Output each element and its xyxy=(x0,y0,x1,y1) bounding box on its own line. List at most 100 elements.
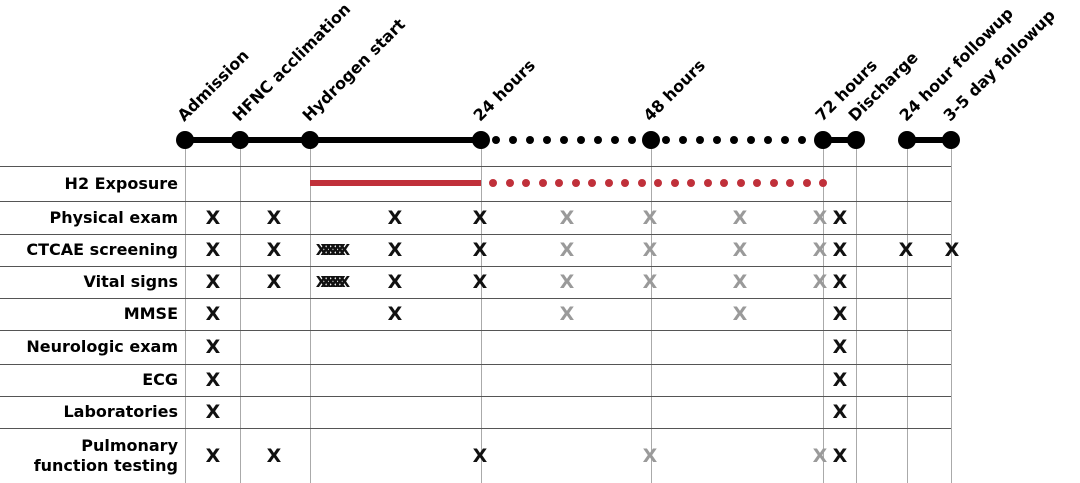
grid-vertical-line xyxy=(951,140,952,483)
row-mark: X xyxy=(559,206,575,229)
timeline-dotted-dot xyxy=(611,136,619,144)
grid-horizontal-line xyxy=(0,201,951,202)
timeline-dotted-dot xyxy=(798,136,806,144)
row-mark: X xyxy=(266,206,282,229)
milestone-dot xyxy=(847,131,865,149)
row-mark: X xyxy=(732,303,748,325)
row-mark: X xyxy=(832,444,848,467)
row-mark: X xyxy=(266,444,282,467)
row-label-1: Physical exam xyxy=(49,207,178,227)
grid-horizontal-line xyxy=(0,166,951,167)
milestone-dot xyxy=(642,131,660,149)
milestone-dot xyxy=(301,131,319,149)
row-label-4: MMSE xyxy=(123,304,178,323)
timeline-dotted-dot xyxy=(628,136,636,144)
row-mark: X xyxy=(832,239,848,261)
row-label-0: H2 Exposure xyxy=(64,173,178,193)
row-mark: X xyxy=(898,239,914,261)
grid-vertical-line xyxy=(185,140,186,483)
timeline-solid-segment xyxy=(907,137,951,143)
row-mark: X xyxy=(472,239,488,261)
grid-vertical-line xyxy=(481,140,482,483)
timeline-dotted-dot xyxy=(594,136,602,144)
row-mark: X xyxy=(266,271,282,293)
grid-horizontal-line xyxy=(0,266,951,267)
row-mark: X xyxy=(205,401,221,423)
h2-exposure-dotted-dot xyxy=(753,179,761,187)
grid-horizontal-line xyxy=(0,330,951,331)
grid-vertical-line xyxy=(310,140,311,483)
h2-exposure-dotted-dot xyxy=(687,179,695,187)
h2-exposure-dotted-dot xyxy=(769,179,778,187)
timeline-dotted-dot xyxy=(509,136,517,144)
row-mark: X xyxy=(205,206,221,229)
h2-exposure-dotted-dot xyxy=(621,179,629,187)
timeline-solid-segment xyxy=(185,137,481,143)
milestone-label-3: 24 hours xyxy=(469,55,539,125)
row-mark: X xyxy=(832,206,848,229)
grid-horizontal-line xyxy=(0,234,951,235)
timeline-dotted-dot xyxy=(662,136,670,144)
row-mark: X xyxy=(205,239,221,261)
row-mark: X xyxy=(642,239,658,261)
timeline-dotted-dot xyxy=(696,136,704,144)
timeline-solid-segment xyxy=(823,137,856,143)
timeline-dotted-dot xyxy=(730,136,738,144)
row-mark: X xyxy=(205,444,221,467)
timeline-dotted-dot xyxy=(764,136,772,144)
milestone-dot xyxy=(176,131,194,149)
milestone-label-4: 48 hours xyxy=(639,55,709,125)
h2-exposure-solid-bar xyxy=(310,180,481,186)
grid-horizontal-line xyxy=(0,428,951,429)
row-mark: X xyxy=(832,401,848,423)
row-mark: X xyxy=(205,303,221,325)
row-mark: X xyxy=(832,303,848,325)
timeline-dotted-dot xyxy=(560,136,568,144)
row-mark: XXXXXX xyxy=(315,273,350,291)
row-mark: X xyxy=(472,206,488,229)
row-mark: X xyxy=(205,369,221,391)
row-mark: X xyxy=(732,239,748,261)
grid-vertical-line xyxy=(240,140,241,483)
h2-exposure-dotted-dot xyxy=(604,179,613,187)
row-mark: X xyxy=(472,444,488,467)
milestone-dot xyxy=(942,131,960,149)
row-mark: X xyxy=(205,271,221,293)
h2-exposure-dotted-dot xyxy=(802,179,811,187)
timeline-dotted-dot xyxy=(492,136,500,144)
row-mark: X xyxy=(812,444,828,467)
grid-horizontal-line xyxy=(0,364,951,365)
h2-exposure-dotted-dot xyxy=(571,179,580,187)
timeline-dotted-dot xyxy=(713,136,721,144)
row-label-2: CTCAE screening xyxy=(26,240,178,259)
milestone-dot xyxy=(231,131,249,149)
grid-vertical-line xyxy=(823,140,824,483)
h2-exposure-dotted-dot xyxy=(588,179,596,187)
row-mark: X xyxy=(732,271,748,293)
grid-horizontal-line xyxy=(0,298,951,299)
grid-vertical-line xyxy=(651,140,652,483)
h2-exposure-dotted-dot xyxy=(736,179,745,187)
row-mark: X xyxy=(832,336,848,358)
row-mark: X xyxy=(472,271,488,293)
h2-exposure-dotted-dot xyxy=(670,179,679,187)
row-mark: X xyxy=(832,369,848,391)
row-mark: X xyxy=(387,303,403,325)
timeline-dotted-dot xyxy=(747,136,755,144)
h2-exposure-dotted-dot xyxy=(555,179,563,187)
h2-exposure-dotted-dot xyxy=(489,179,497,187)
h2-exposure-dotted-dot xyxy=(538,179,547,187)
row-mark: X xyxy=(812,239,828,261)
row-mark: X xyxy=(559,303,575,325)
row-mark: X xyxy=(812,271,828,293)
h2-exposure-dotted-dot xyxy=(522,179,530,187)
row-mark: X xyxy=(559,239,575,261)
row-mark: X xyxy=(732,206,748,229)
h2-exposure-dotted-dot xyxy=(786,179,794,187)
timeline-dotted-dot xyxy=(679,136,687,144)
h2-exposure-dotted-dot xyxy=(637,179,646,187)
row-label-3: Vital signs xyxy=(83,272,178,291)
h2-exposure-dotted-dot xyxy=(703,179,712,187)
row-label-5: Neurologic exam xyxy=(26,337,178,356)
h2-exposure-dotted-dot xyxy=(654,179,662,187)
